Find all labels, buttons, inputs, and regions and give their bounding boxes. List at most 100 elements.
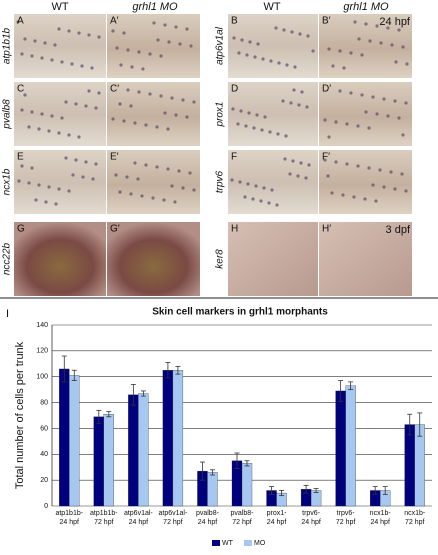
panel-letter: C — [17, 84, 24, 95]
cell-dot — [23, 37, 27, 41]
cell-dot — [367, 166, 371, 170]
cell-dot — [305, 105, 309, 109]
y-tick-label: 0 — [44, 503, 48, 510]
cell-dot — [247, 111, 251, 115]
error-bar — [140, 390, 146, 397]
cell-dot — [125, 175, 129, 179]
cell-dot — [129, 192, 133, 196]
cell-dot — [371, 183, 375, 187]
bar — [345, 385, 356, 507]
x-tick-label: 24 hpf — [129, 519, 149, 526]
panel-letter: D′ — [322, 84, 331, 95]
x-tick-label: trpv6- — [302, 510, 321, 517]
x-tick-label: pvalb8- — [231, 510, 255, 517]
cell-dot — [288, 172, 292, 176]
cell-dot — [401, 45, 405, 49]
cell-dot — [323, 158, 327, 162]
cell-dot — [181, 98, 185, 102]
error-bar — [96, 409, 102, 424]
cell-dot — [291, 159, 295, 163]
legend-label: WT — [222, 540, 234, 547]
bar — [207, 472, 218, 507]
cell-dot — [239, 109, 243, 113]
cell-dot — [304, 176, 308, 180]
cell-dot — [47, 185, 51, 189]
cell-dot — [236, 122, 240, 126]
cell-dot — [126, 48, 130, 52]
cell-dot — [23, 93, 27, 97]
bar — [162, 370, 174, 507]
cell-dot — [256, 42, 260, 46]
error-bar — [71, 369, 77, 381]
cell-dot — [326, 174, 330, 178]
cell-dot — [94, 162, 98, 166]
bar — [241, 463, 253, 507]
gene-label: atp1b1b — [2, 27, 13, 64]
panel-letter: G — [17, 224, 25, 235]
cell-dot — [275, 203, 279, 207]
cell-dot — [20, 52, 24, 56]
bar — [69, 375, 80, 507]
error-bar — [175, 365, 181, 375]
cell-dot — [382, 97, 386, 101]
cell-dot — [77, 31, 81, 35]
x-tick-label: atp6v1al- — [159, 510, 188, 517]
cell-dot — [44, 200, 48, 204]
cell-dot — [353, 20, 357, 24]
cell-dot — [91, 177, 95, 181]
cell-dot — [192, 188, 196, 192]
cell-dot — [261, 57, 265, 61]
cell-dot — [163, 111, 167, 115]
x-tick-label: pvalb8- — [196, 510, 220, 517]
y-tick-label: 20 — [40, 477, 48, 484]
cell-dot — [282, 28, 286, 32]
cell-dot — [397, 28, 401, 32]
cell-dot — [360, 93, 364, 97]
cell-dot — [296, 174, 300, 178]
cell-dot — [251, 197, 255, 201]
micrograph — [14, 82, 106, 146]
error-bar — [165, 362, 171, 379]
cell-dot — [338, 49, 342, 53]
cell-dot — [285, 63, 289, 67]
cell-dot — [338, 89, 342, 93]
cell-dot — [163, 23, 167, 27]
panel-letter: I — [6, 308, 9, 320]
micrograph — [14, 222, 106, 296]
cell-dot — [97, 35, 101, 39]
chart-title: Skin cell markers in grhl1 morphants — [152, 307, 328, 318]
cell-dot — [192, 100, 196, 104]
cell-dot — [37, 127, 41, 131]
cell-dot — [246, 182, 250, 186]
cell-dot — [263, 115, 267, 119]
cell-dot — [50, 114, 54, 118]
cell-dot — [300, 90, 304, 94]
x-tick-label: atp1b1b- — [55, 510, 83, 517]
cell-dot — [345, 162, 349, 166]
panel-letter: F — [231, 152, 237, 163]
micrograph — [228, 82, 318, 146]
cell-dot — [30, 110, 34, 114]
micrograph — [107, 150, 200, 214]
x-tick-label: prox1- — [267, 510, 288, 517]
cell-dot — [243, 195, 247, 199]
cell-dot — [360, 53, 364, 57]
error-bar — [407, 413, 413, 436]
error-bar — [382, 486, 388, 495]
cell-dot — [47, 129, 51, 133]
cell-dot — [136, 177, 140, 181]
cell-dot — [390, 43, 394, 47]
cell-dot — [64, 100, 68, 104]
legend-label: MO — [254, 540, 266, 547]
cell-dot — [345, 122, 349, 126]
cell-dot — [84, 104, 88, 108]
cell-dot — [277, 61, 281, 65]
cell-dot — [364, 22, 368, 26]
panel-letter: A′ — [110, 16, 119, 27]
cell-dot — [159, 94, 163, 98]
x-tick-label: 24 hpf — [267, 519, 287, 526]
cell-dot — [70, 62, 74, 66]
cell-dot — [289, 101, 293, 105]
x-tick-label: 24 hpf — [60, 519, 80, 526]
